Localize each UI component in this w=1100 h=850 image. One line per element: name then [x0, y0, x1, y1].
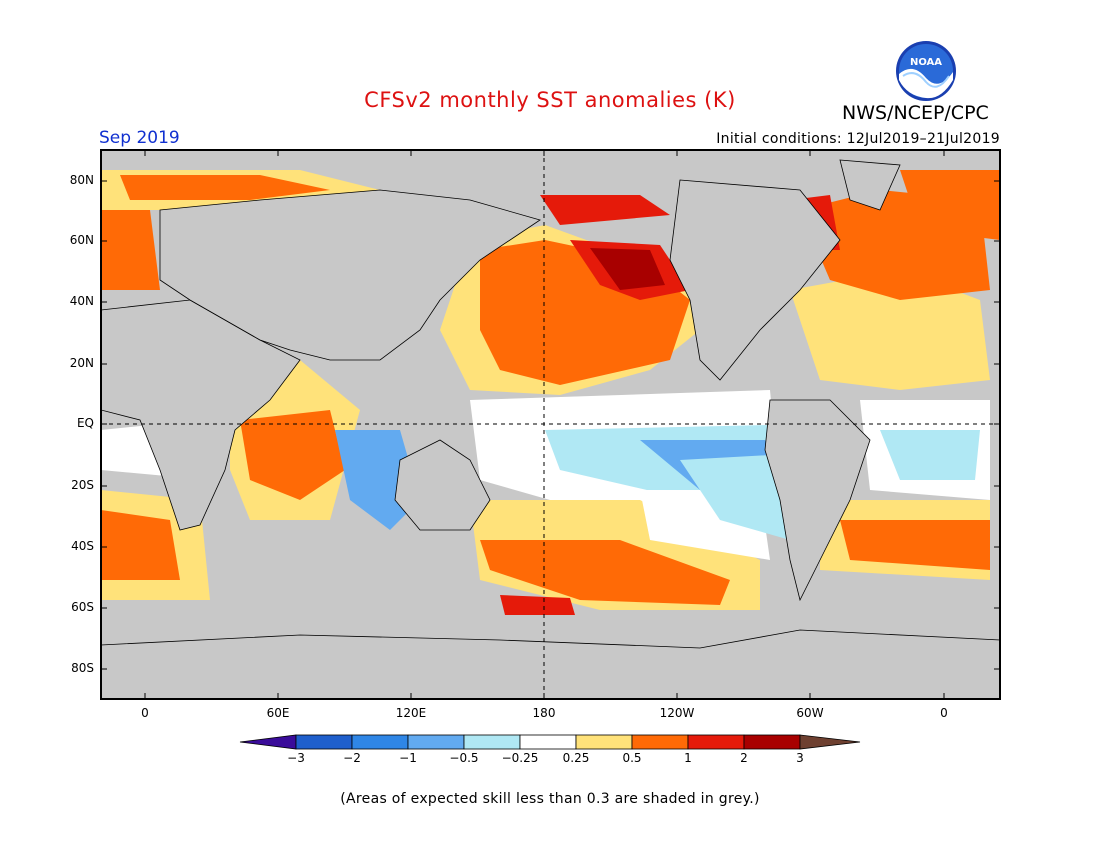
colorbar-box	[743, 734, 801, 750]
lon-tick-label: 0	[141, 706, 149, 720]
colorbar-box	[463, 734, 521, 750]
colorbar-min-arrow	[239, 734, 297, 750]
chart-title: CFSv2 monthly SST anomalies (K)	[364, 88, 736, 112]
colorbar-tick-label: −0.25	[501, 751, 539, 765]
cool-patch	[680, 455, 790, 540]
lat-tick-label: EQ	[76, 416, 94, 430]
colorbar-tick-label: 3	[796, 751, 804, 765]
greenland-land	[839, 159, 901, 211]
lat-tick-label: 60N	[69, 233, 94, 247]
lat-tick-label: 60S	[71, 600, 94, 614]
warm-patch	[240, 410, 345, 500]
colorbar-box	[407, 734, 465, 750]
colorbar-tick-label: −1	[399, 751, 417, 765]
lon-tick-label: 0	[940, 706, 948, 720]
initial-conditions: Initial conditions: 12Jul2019–21Jul2019	[716, 131, 1000, 147]
lon-tick-label: 120W	[659, 706, 695, 720]
warm-patch	[540, 195, 670, 225]
lat-tick-label: 40S	[71, 539, 94, 553]
eurasia-land	[159, 189, 541, 361]
warm-patch	[790, 270, 990, 390]
colorbar-tick-label: 0.25	[562, 751, 590, 765]
warm-patch	[101, 210, 160, 290]
forecast-month: Sep 2019	[99, 128, 180, 148]
noaa-logo: NOAA	[895, 40, 957, 102]
colorbar-box	[687, 734, 745, 750]
warm-patch	[590, 248, 665, 290]
colorbar-max-arrow	[799, 734, 861, 750]
colorbar-box	[631, 734, 689, 750]
lat-tick-label: 80N	[69, 173, 94, 187]
warm-patch	[101, 510, 180, 580]
agency-label: NWS/NCEP/CPC	[842, 102, 989, 124]
colorbar-tick-label: −3	[287, 751, 305, 765]
colorbar-box	[519, 734, 577, 750]
lat-tick-label: 40N	[69, 294, 94, 308]
colorbar-box	[575, 734, 633, 750]
south-america-land	[764, 399, 871, 602]
colorbar-box	[295, 734, 353, 750]
lon-tick-label: 120E	[395, 706, 427, 720]
lon-tick-label: 60E	[266, 706, 290, 720]
lat-tick-label: 20N	[69, 356, 94, 370]
coastlines	[100, 159, 1001, 700]
colorbar-box	[351, 734, 409, 750]
skill-note: (Areas of expected skill less than 0.3 a…	[340, 791, 760, 807]
colorbar-tick-label: 1	[684, 751, 692, 765]
colorbar-tick-label: 2	[740, 751, 748, 765]
lon-tick-label: 180	[532, 706, 556, 720]
axis-ticks	[101, 150, 1000, 699]
warm-patch	[840, 520, 990, 570]
warm-patch	[120, 175, 330, 200]
warm-patch	[900, 170, 1000, 240]
lat-tick-label: 20S	[71, 478, 94, 492]
logo-text: NOAA	[910, 57, 942, 68]
colorbar	[239, 734, 861, 750]
warm-patch	[500, 595, 575, 615]
cool-patch	[880, 430, 980, 480]
colorbar-tick-label: −0.5	[449, 751, 479, 765]
north-america-land	[669, 179, 841, 381]
warm-patch	[480, 540, 730, 605]
lon-tick-label: 60W	[796, 706, 824, 720]
colorbar-tick-label: −2	[343, 751, 361, 765]
colorbar-tick-label: 0.5	[622, 751, 642, 765]
lat-tick-label: 80S	[71, 661, 94, 675]
australia-land	[394, 439, 491, 531]
